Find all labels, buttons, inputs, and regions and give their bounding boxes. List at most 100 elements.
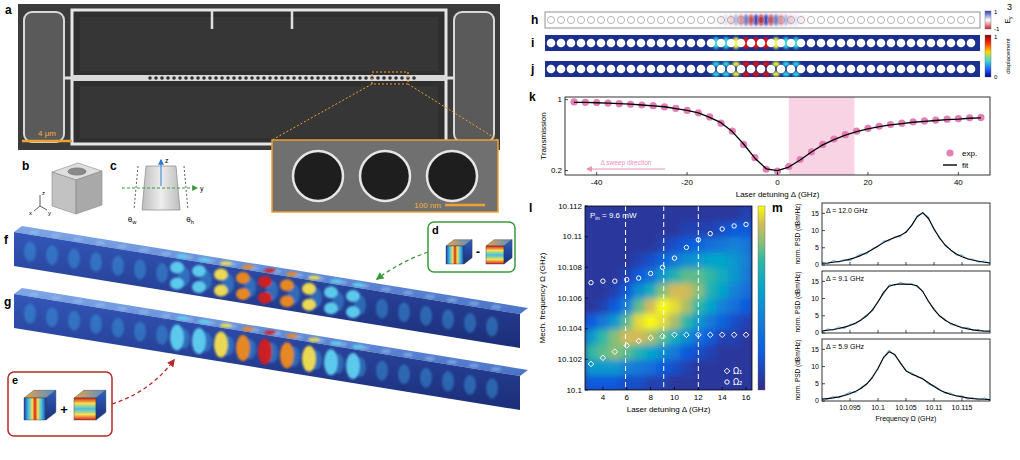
heatmap-cell <box>716 329 729 345</box>
mode-lobe <box>346 290 360 302</box>
beam-hole <box>677 39 686 48</box>
heatmap-cell <box>585 375 598 390</box>
beam-hole <box>947 16 954 23</box>
heatmap-cell <box>621 298 634 314</box>
data-point <box>589 280 593 284</box>
y-tick <box>585 298 588 299</box>
x-tick-label: 10 <box>670 393 679 402</box>
beam-hole <box>737 16 744 23</box>
x-tick <box>962 398 963 401</box>
y-tick-label: 5 <box>815 312 819 319</box>
beam-hole <box>657 16 664 23</box>
x-tick <box>687 172 688 175</box>
beam-hole <box>787 65 796 74</box>
beam-hole <box>807 16 814 23</box>
y-axis-title: Mech. frequency Ω (GHz) <box>538 252 547 343</box>
sem-hole <box>184 76 188 80</box>
beam-hole <box>827 16 834 23</box>
data-point <box>660 334 666 340</box>
y-tick-label: 10.104 <box>558 324 583 333</box>
data-point <box>600 355 606 361</box>
heatmap-cell <box>716 344 729 360</box>
sem-hole <box>412 76 416 80</box>
panel-h: h-11Ey <box>531 9 1013 32</box>
beam-hole <box>627 39 636 48</box>
beam-hole <box>857 16 864 23</box>
data-point <box>720 227 724 231</box>
cube-side <box>504 240 512 264</box>
heatmap-cell <box>740 267 752 283</box>
beam-hole <box>907 16 914 23</box>
mode-lobe-top <box>308 337 320 341</box>
heatmap-cell <box>704 267 717 283</box>
panel-letter: g <box>4 295 11 309</box>
plot-frame <box>822 271 990 333</box>
field-lobe <box>749 14 754 26</box>
heatmap-cell <box>609 237 622 253</box>
field-lobe <box>779 14 784 26</box>
data-point <box>624 343 630 349</box>
beam-hole <box>727 65 736 74</box>
beam-hole <box>927 65 936 74</box>
heatmap-cell <box>704 313 717 329</box>
panel-letter: f <box>4 233 9 247</box>
beam-hole <box>767 39 776 48</box>
ribbon-cell <box>398 364 410 384</box>
sem-hole <box>190 76 194 80</box>
beam-hole <box>597 65 606 74</box>
beam-hole <box>777 16 784 23</box>
legend-marker <box>725 380 729 384</box>
sem-hole <box>304 76 308 80</box>
mode-lobe-top <box>330 279 342 283</box>
mode-lobe <box>170 324 184 350</box>
mode-lobe <box>192 328 206 354</box>
beam-hole <box>917 39 926 48</box>
data-point <box>732 224 736 228</box>
data-point <box>601 279 605 283</box>
heatmap-cell <box>609 283 622 299</box>
beam-hole <box>807 39 816 48</box>
heatmap-cell <box>740 221 752 237</box>
beam-hole <box>607 16 614 23</box>
x-tick <box>867 172 868 175</box>
plot-area <box>570 97 984 175</box>
data-point <box>684 332 690 338</box>
data-point <box>696 332 702 338</box>
heatmap-cell <box>657 375 670 390</box>
sem-hole <box>244 76 248 80</box>
heatmap-cell <box>657 221 670 237</box>
panel-letter: d <box>432 224 439 236</box>
heatmap-cell <box>609 267 622 283</box>
mode-lobe <box>214 285 228 297</box>
beam-hole <box>887 39 896 48</box>
beam-hole <box>667 65 676 74</box>
axis-label: z <box>42 190 45 196</box>
beam-hole <box>627 16 634 23</box>
sem-tether <box>64 77 72 80</box>
beam-hole <box>557 16 564 23</box>
ribbon-cell-top <box>73 237 83 241</box>
x-tick <box>602 387 603 390</box>
heatmap-cell <box>609 313 622 329</box>
annotation: Δ sweep direction <box>601 159 652 167</box>
beam-hole <box>937 65 946 74</box>
beam-hole <box>917 65 926 74</box>
sem-hole <box>232 76 236 80</box>
heatmap-cell <box>680 267 693 283</box>
beam-hole <box>567 39 576 48</box>
mode-lobe-top <box>220 261 232 265</box>
mode-lobe <box>258 276 272 288</box>
dashed-line <box>625 206 626 390</box>
sem-hole <box>388 76 392 80</box>
y-tick <box>822 281 825 282</box>
beam-hole <box>867 65 876 74</box>
heatmap-cell <box>609 329 622 345</box>
heatmap-cell <box>657 298 670 314</box>
beam-hole <box>957 16 964 23</box>
y-tick <box>585 206 588 207</box>
cell-front <box>52 172 76 214</box>
mode-lobe <box>236 335 250 361</box>
panel-letter: h <box>531 13 538 27</box>
mode-lobe <box>258 339 272 365</box>
y-tick <box>822 265 825 266</box>
